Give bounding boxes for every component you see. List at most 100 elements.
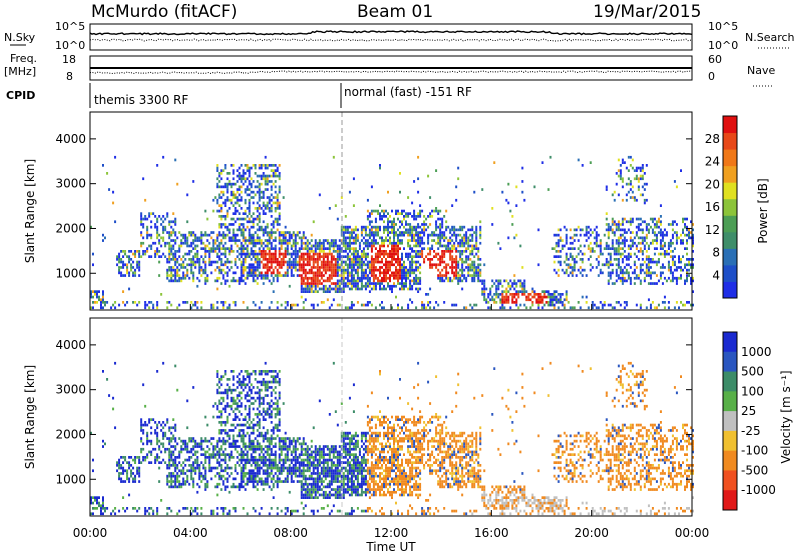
power-cell [493,161,496,164]
velocity-cell [182,507,185,510]
power-cell [605,244,608,248]
power-cell [399,220,401,224]
power-cell [649,258,652,261]
power-cell [362,241,365,245]
power-cell [178,250,181,253]
power-cell [208,252,211,256]
power-cell [437,303,440,307]
power-cell [236,201,239,205]
power-cell [272,268,275,272]
power-cell [617,258,620,261]
power-cell [242,233,245,237]
velocity-cell [142,423,145,427]
power-cell [625,198,628,202]
power-cell [248,228,251,232]
power-cell [180,244,183,248]
power-cell [276,274,279,277]
power-cell [613,306,616,310]
power-cell [437,233,440,237]
power-cell [302,271,305,275]
power-cell [312,306,315,310]
velocity-cell [132,477,135,481]
power-cell [268,241,271,245]
power-cell [342,279,345,283]
power-cell [144,217,147,221]
velocity-cell [126,469,129,473]
power-cell [208,241,211,245]
velocity-cell [158,466,161,470]
power-cell [395,268,397,272]
power-cell [377,279,379,283]
velocity-cell [244,396,247,400]
power-cell [302,290,305,293]
power-cell [184,252,187,256]
power-cell [258,212,261,215]
power-cell [270,263,273,267]
power-cell [607,233,610,237]
power-cell [320,276,323,280]
power-cell [200,247,203,250]
velocity-cell [224,507,227,510]
power-cell [176,182,179,186]
power-cell [553,233,556,237]
power-cell [336,303,339,307]
power-cell [641,164,644,167]
power-cell [220,169,223,172]
power-cell [264,266,267,269]
velocity-cell [194,445,197,448]
power-cell [435,301,438,304]
power-cell [228,198,231,202]
power-cell [451,263,454,267]
power-cell [563,225,566,229]
velocity-cell [204,456,207,459]
power-cell [270,185,273,189]
power-cell [246,164,249,167]
power-cell [210,250,213,253]
power-cell [617,228,620,232]
power-cell [451,268,454,272]
velocity-cell [162,361,165,365]
power-cell [284,252,287,256]
power-cell [332,263,335,267]
velocity-cell [216,404,219,408]
power-cell [256,274,259,277]
power-cell [204,263,207,267]
power-cell [240,217,243,221]
power-cell [148,212,151,215]
power-cell [218,233,221,237]
power-cell [563,244,566,248]
power-cell [122,250,125,253]
power-cell [166,215,169,218]
power-cell [465,231,468,234]
power-cell [455,274,458,277]
power-cell [128,271,131,275]
power-cell [633,241,636,245]
velocity-cell [186,507,189,510]
power-cell [282,263,285,267]
power-cell [222,223,225,226]
power-cell [294,266,297,269]
power-cell [262,250,265,253]
power-cell [423,231,426,234]
power-cell [393,255,395,258]
power-cell [272,255,275,258]
power-cell [368,244,371,248]
power-cell [535,293,538,296]
power-cell [401,271,403,275]
power-cell [284,241,287,245]
nsky-traces [89,30,693,42]
power-cell [531,287,534,291]
power-cell [473,274,476,277]
power-cell [368,271,371,275]
velocity-cell [248,472,251,475]
velocity-cell [220,429,223,432]
power-cell [260,177,263,181]
power-cell [350,260,353,264]
power-cell [268,164,271,167]
power-cell [431,231,434,234]
power-cell [688,233,690,237]
power-cell [671,276,674,280]
power-cell [399,241,401,245]
power-cell [477,274,480,277]
power-cell [182,301,185,304]
